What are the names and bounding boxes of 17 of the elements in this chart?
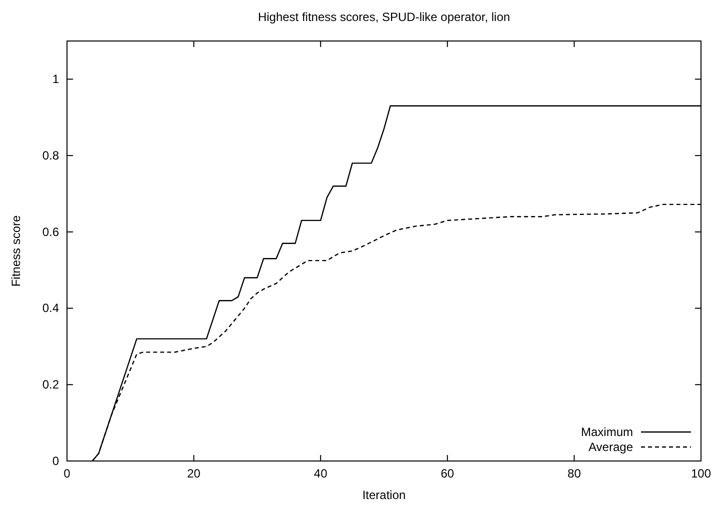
x-tick-label: 60: [440, 466, 454, 481]
y-tick-label: 0.8: [42, 148, 60, 162]
y-tick-label: 0.6: [42, 224, 60, 239]
legend-label: Maximum: [580, 425, 633, 439]
chart-title: Highest fitness scores, SPUD-like operator, lion: [258, 10, 510, 24]
legend-label: Average: [588, 440, 634, 454]
y-axis-title: Fitness score: [9, 215, 23, 287]
y-tick-label: 0.2: [42, 377, 60, 392]
y-tick-label: 0: [52, 454, 60, 468]
x-tick-label: 0: [64, 466, 71, 481]
x-tick-label: 100: [690, 466, 712, 481]
x-tick-label: 80: [568, 466, 582, 481]
x-tick-label: 20: [187, 466, 201, 481]
y-tick-label: 0.4: [42, 301, 60, 316]
y-tick-label: 1: [52, 72, 60, 86]
x-tick-label: 40: [314, 466, 328, 481]
x-axis-title: Iteration: [362, 488, 406, 502]
